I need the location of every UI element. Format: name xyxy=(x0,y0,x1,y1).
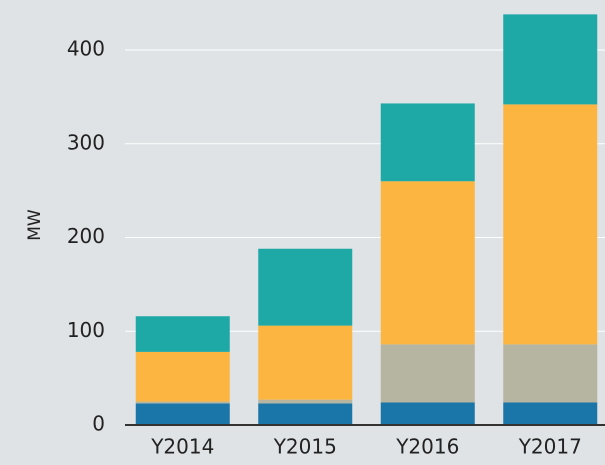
bar-segment xyxy=(380,402,475,425)
y-tick-label: 100 xyxy=(67,318,105,342)
x-tick-label: Y2016 xyxy=(395,435,459,459)
bar-segment xyxy=(258,248,353,326)
x-tick-label: Y2014 xyxy=(150,435,214,459)
bar-segment xyxy=(135,316,230,352)
x-tick-label: Y2015 xyxy=(273,435,337,459)
bar-segment xyxy=(380,344,475,403)
bar-segment xyxy=(503,344,598,403)
bar-segment xyxy=(503,104,598,345)
y-tick-label: 400 xyxy=(67,37,105,61)
bar-segment xyxy=(135,351,230,402)
bar-segment xyxy=(503,14,598,105)
y-tick-label: 300 xyxy=(67,130,105,154)
y-axis-label: MW xyxy=(25,209,45,241)
bar-segment xyxy=(503,402,598,425)
x-tick-label: Y2017 xyxy=(518,435,582,459)
bar-segment xyxy=(258,399,353,404)
bar-segment xyxy=(258,325,353,400)
y-tick-label: 0 xyxy=(92,412,105,436)
bar-segment xyxy=(380,103,475,182)
bar-segment xyxy=(380,181,475,345)
y-tick-label: 200 xyxy=(67,224,105,248)
bar-segment xyxy=(135,403,230,425)
bar-segment xyxy=(135,401,230,404)
bar-segment xyxy=(258,403,353,425)
